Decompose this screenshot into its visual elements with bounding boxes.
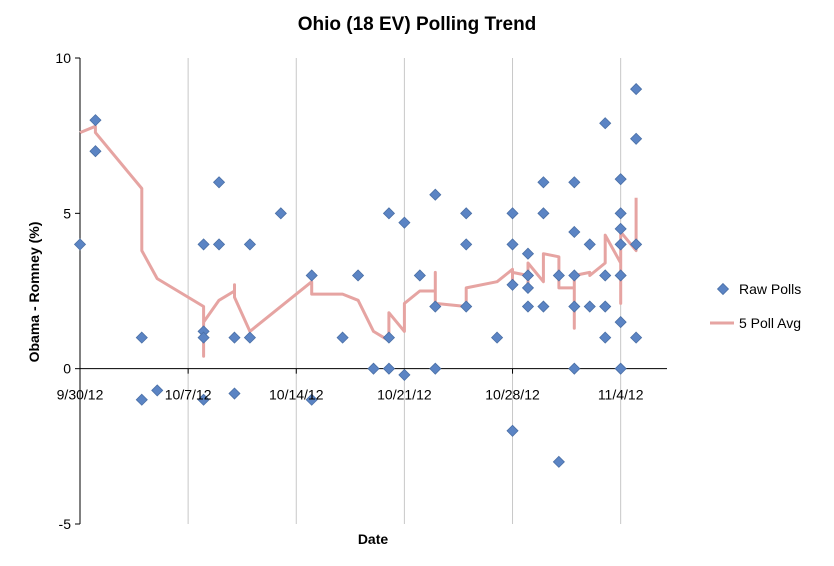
raw-points-layer <box>73 83 643 468</box>
raw-poll-point <box>460 238 473 251</box>
x-tick-label: 10/14/12 <box>269 387 324 403</box>
raw-poll-point <box>228 331 241 344</box>
x-tick-label: 10/7/12 <box>165 387 212 403</box>
raw-poll-point <box>491 331 504 344</box>
raw-poll-point <box>73 238 87 251</box>
raw-poll-point <box>197 238 210 251</box>
raw-poll-point <box>599 331 612 344</box>
raw-poll-point <box>151 384 164 397</box>
raw-poll-point <box>429 300 442 313</box>
raw-poll-point <box>305 393 318 406</box>
raw-poll-point <box>614 269 627 282</box>
raw-poll-point <box>212 238 226 251</box>
y-tick-label: 5 <box>63 205 71 221</box>
raw-poll-point <box>537 176 550 189</box>
raw-poll-point <box>135 331 148 344</box>
raw-poll-point <box>630 238 643 251</box>
series-line-5-poll-avg <box>79 124 638 358</box>
raw-poll-point <box>228 387 241 400</box>
raw-poll-point <box>599 269 612 282</box>
gridlines <box>187 58 622 524</box>
raw-poll-point <box>506 207 519 220</box>
raw-poll-point <box>460 207 473 220</box>
raw-poll-point <box>382 362 396 375</box>
y-axis-title: Obama - Romney (%) <box>26 222 42 363</box>
raw-poll-point <box>614 362 627 375</box>
raw-poll-point <box>243 331 256 344</box>
raw-poll-point <box>552 269 565 282</box>
legend-raw-polls-label: Raw Polls <box>739 281 801 297</box>
raw-poll-point <box>552 455 565 468</box>
raw-poll-point <box>382 331 396 344</box>
raw-poll-point <box>197 393 210 406</box>
raw-poll-point <box>89 145 102 158</box>
x-tick-label: 9/30/12 <box>57 387 104 403</box>
raw-poll-point <box>398 368 411 381</box>
raw-poll-point <box>212 176 226 189</box>
raw-poll-point <box>630 132 643 145</box>
raw-poll-point <box>274 207 287 220</box>
raw-poll-point <box>521 269 535 282</box>
raw-poll-point <box>521 281 535 294</box>
y-tick-label: 10 <box>55 50 71 66</box>
raw-poll-point <box>521 247 535 260</box>
raw-poll-point <box>583 238 596 251</box>
raw-poll-point <box>398 216 411 229</box>
legend-avg-label: 5 Poll Avg <box>739 315 801 331</box>
x-tick-label: 10/21/12 <box>377 387 432 403</box>
raw-poll-point <box>599 300 612 313</box>
raw-poll-point <box>537 207 550 220</box>
raw-poll-point <box>351 269 365 282</box>
raw-poll-point <box>197 331 210 344</box>
x-axis-title: Date <box>358 531 389 547</box>
x-tick-label: 11/4/12 <box>598 387 644 403</box>
raw-poll-point <box>568 269 581 282</box>
raw-poll-point <box>413 269 426 282</box>
legend: Raw Polls 5 Poll Avg <box>710 281 801 331</box>
raw-poll-point <box>583 300 596 313</box>
raw-poll-point <box>568 225 581 239</box>
raw-poll-point <box>614 316 627 329</box>
y-tick-label: -5 <box>59 516 72 532</box>
raw-poll-point <box>89 114 102 127</box>
raw-poll-point <box>460 300 473 313</box>
chart-title: Ohio (18 EV) Polling Trend <box>298 14 537 35</box>
raw-poll-point <box>429 362 442 375</box>
raw-poll-point <box>614 238 627 251</box>
raw-poll-point <box>367 362 380 375</box>
raw-poll-point <box>382 207 396 220</box>
raw-poll-point <box>305 269 318 282</box>
raw-poll-point <box>568 362 581 375</box>
avg-line-layer <box>79 124 638 358</box>
legend-raw-polls-marker <box>716 282 730 296</box>
x-tick-label: 10/28/12 <box>485 387 540 403</box>
raw-poll-point <box>506 278 519 291</box>
raw-poll-point <box>506 424 519 437</box>
raw-poll-point <box>568 300 581 313</box>
axes <box>75 57 667 525</box>
raw-poll-point <box>568 176 581 189</box>
raw-poll-point <box>521 300 535 313</box>
raw-poll-point <box>630 331 643 344</box>
raw-poll-point <box>614 173 627 186</box>
raw-poll-point <box>630 83 643 96</box>
raw-poll-point <box>336 331 349 344</box>
raw-poll-point <box>135 393 148 406</box>
raw-poll-point <box>599 117 612 130</box>
raw-poll-point <box>243 238 256 251</box>
raw-poll-point <box>506 238 519 251</box>
raw-poll-point <box>614 207 627 220</box>
y-tick-label: 0 <box>63 361 71 377</box>
raw-poll-point <box>614 222 627 235</box>
raw-poll-point <box>429 188 442 201</box>
tick-labels: -5 0 5 10 9/30/12 10/7/12 10/14/12 10/21/12 10/2… <box>55 50 643 532</box>
raw-poll-point <box>537 300 550 313</box>
